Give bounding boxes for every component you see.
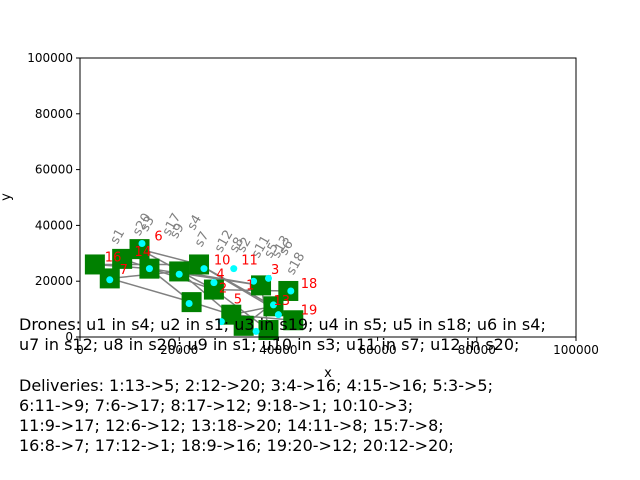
x-tick-label: 60000 — [359, 343, 397, 357]
deliveries-line: 11:9->17; 12:6->12; 13:18->20; 14:11->8;… — [19, 416, 444, 435]
drones-line: Drones: u1 in s4; u2 in s1; u3 in s19; u… — [19, 315, 546, 334]
customer-label: 3 — [271, 263, 279, 278]
route-edge — [149, 267, 262, 287]
drones-assignment-text: Drones: u1 in s4; u2 in s1; u3 in s19; u… — [19, 315, 546, 355]
drones-layer — [106, 240, 295, 335]
drone-marker — [200, 265, 208, 273]
customer-label: 5 — [234, 293, 242, 308]
station-label: s3 — [137, 214, 158, 235]
station-label: s7 — [192, 229, 213, 250]
x-tick-label: 80000 — [458, 343, 496, 357]
station-marker — [233, 315, 254, 336]
y-tick-label: 20000 — [35, 274, 73, 288]
station-label: s9 — [167, 221, 188, 242]
station-marker — [283, 310, 304, 331]
station-marker — [258, 320, 279, 341]
customer-label: 7 — [120, 263, 128, 278]
plot-frame — [79, 57, 577, 338]
customer-label: 16 — [105, 251, 122, 266]
customer-label: 4 — [216, 267, 224, 282]
drone-marker — [175, 270, 183, 278]
customer-label: 1 — [246, 279, 254, 294]
drone-marker — [185, 300, 193, 308]
station-label: s1 — [108, 226, 129, 247]
customer-label: 18 — [301, 277, 318, 292]
drone-marker — [287, 287, 295, 295]
deliveries-line: 6:11->9; 7:6->17; 8:17->12; 9:18->1; 10:… — [19, 396, 414, 415]
station-marker — [112, 248, 133, 269]
customer-label: 11 — [241, 253, 258, 268]
route-edge — [109, 277, 192, 303]
drone-marker — [210, 279, 218, 287]
drone-marker — [274, 311, 282, 319]
station-label: s4 — [185, 212, 206, 233]
drone-marker — [138, 240, 146, 248]
y-tick-label: 0 — [65, 330, 73, 344]
drone-marker — [106, 276, 114, 284]
x-ticks: 0 20000 40000 60000 80000 100000 — [76, 337, 599, 357]
x-tick-label: 100000 — [553, 343, 599, 357]
drone-marker — [269, 301, 277, 309]
x-tick-label: 40000 — [259, 343, 297, 357]
deliveries-text: Deliveries: 1:13->5; 2:12->20; 3:4->16; … — [19, 376, 493, 456]
drone-marker — [230, 265, 238, 273]
station-label: s2 — [234, 235, 255, 256]
deliveries-line: Deliveries: 1:13->5; 2:12->20; 3:4->16; … — [19, 376, 493, 395]
y-ticks: 0 20000 40000 60000 80000 100000 — [27, 51, 80, 344]
station-label: s6 — [276, 238, 297, 259]
drones-line: u7 in s12; u8 in s20; u9 in s1; u10 in s… — [19, 335, 520, 354]
customer-label: 14 — [135, 245, 152, 260]
station-label: s8 — [227, 235, 248, 256]
drone-marker — [217, 318, 225, 326]
y-tick-label: 60000 — [35, 163, 73, 177]
customer-label: 2 — [219, 281, 227, 296]
customer-label: 6 — [154, 230, 162, 245]
y-axis-label: y — [0, 193, 14, 201]
x-tick-label: 20000 — [160, 343, 198, 357]
drone-marker — [264, 274, 272, 282]
customer-label: 13 — [273, 294, 290, 309]
x-axis-label: x — [324, 366, 332, 381]
station-marker — [203, 279, 224, 300]
drone-marker — [250, 277, 258, 285]
station-label: s5 — [261, 240, 282, 261]
drone-marker — [252, 327, 260, 335]
customer-label: 19 — [301, 304, 318, 319]
route-edge — [231, 313, 294, 322]
y-tick-label: 80000 — [35, 107, 73, 121]
y-tick-label: 100000 — [27, 51, 73, 65]
customer-label: 10 — [214, 253, 231, 268]
deliveries-line: 16:8->7; 17:12->1; 18:9->16; 19:20->12; … — [19, 436, 454, 455]
drone-marker — [145, 265, 153, 273]
y-tick-label: 40000 — [35, 218, 73, 232]
x-tick-label: 0 — [76, 343, 84, 357]
